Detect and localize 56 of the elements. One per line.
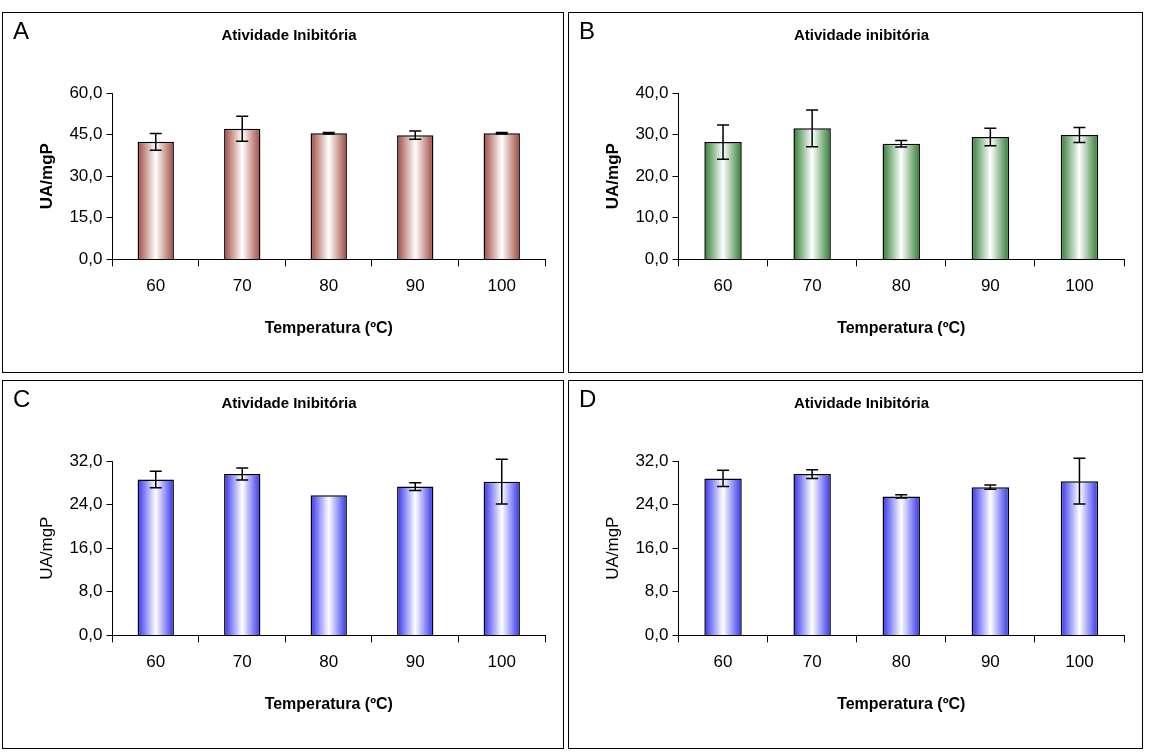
- x-axis-title: Temperatura (ºC): [264, 694, 393, 712]
- y-tick-label: 32,0: [69, 450, 103, 470]
- y-tick-label: 45,0: [69, 124, 103, 144]
- y-tick-label: 30,0: [635, 124, 669, 144]
- x-tick-label: 60: [146, 652, 166, 672]
- y-tick-label: 15,0: [69, 207, 103, 227]
- x-tick-label: 100: [487, 652, 516, 672]
- x-axis-title: Temperatura (ºC): [837, 694, 966, 712]
- y-tick-label: 10,0: [635, 207, 669, 227]
- y-tick-label: 24,0: [69, 494, 103, 514]
- x-tick-label: 70: [232, 276, 252, 296]
- y-tick-label: 8,0: [78, 581, 103, 601]
- y-tick-label: 8,0: [644, 581, 669, 601]
- x-tick-label: 80: [319, 652, 339, 672]
- x-tick-label: 100: [487, 276, 516, 296]
- y-tick-label: 0,0: [78, 249, 103, 269]
- y-tick-label: 60,0: [69, 82, 103, 102]
- y-tick-label: 20,0: [635, 165, 669, 185]
- x-axis-title: Temperatura (ºC): [264, 318, 393, 336]
- x-tick-label: 60: [146, 276, 166, 296]
- chart-title: Atividade inibitória: [793, 26, 930, 44]
- y-tick-label: 30,0: [69, 165, 103, 185]
- y-tick-label: 24,0: [635, 494, 669, 514]
- y-axis-title: UA/mgP: [602, 516, 622, 580]
- y-axis-title: UA/mgP: [36, 516, 56, 580]
- text: C: [13, 385, 31, 413]
- y-tick-label: 0,0: [78, 625, 103, 645]
- y-tick-label: 0,0: [644, 625, 669, 645]
- y-tick-label: 32,0: [635, 450, 669, 470]
- x-tick-label: 80: [891, 652, 911, 672]
- x-axis-title: Temperatura (ºC): [837, 318, 966, 336]
- x-tick-label: 100: [1065, 276, 1094, 296]
- x-tick-label: 60: [713, 652, 733, 672]
- y-axis-title: UA/mgP: [36, 143, 56, 210]
- x-tick-label: 90: [405, 276, 425, 296]
- text: A: [13, 17, 30, 45]
- x-tick-label: 80: [891, 276, 911, 296]
- chart-title: Atividade Inibitória: [221, 394, 358, 412]
- x-tick-label: 70: [802, 276, 822, 296]
- y-tick-label: 16,0: [69, 537, 103, 557]
- x-tick-label: 70: [802, 652, 822, 672]
- x-tick-label: 90: [980, 652, 1000, 672]
- text: D: [579, 385, 597, 413]
- x-tick-label: 70: [232, 652, 252, 672]
- y-tick-label: 0,0: [644, 249, 669, 269]
- text: B: [579, 17, 596, 45]
- x-tick-label: 90: [405, 652, 425, 672]
- y-tick-label: 16,0: [635, 537, 669, 557]
- chart-title: Atividade Inibitória: [221, 26, 358, 44]
- x-tick-label: 100: [1065, 652, 1094, 672]
- x-tick-label: 80: [319, 276, 339, 296]
- y-tick-label: 40,0: [635, 82, 669, 102]
- x-tick-label: 60: [713, 276, 733, 296]
- y-axis-title: UA/mgP: [602, 143, 622, 210]
- chart-title: Atividade Inibitória: [793, 394, 930, 412]
- x-tick-label: 90: [980, 276, 1000, 296]
